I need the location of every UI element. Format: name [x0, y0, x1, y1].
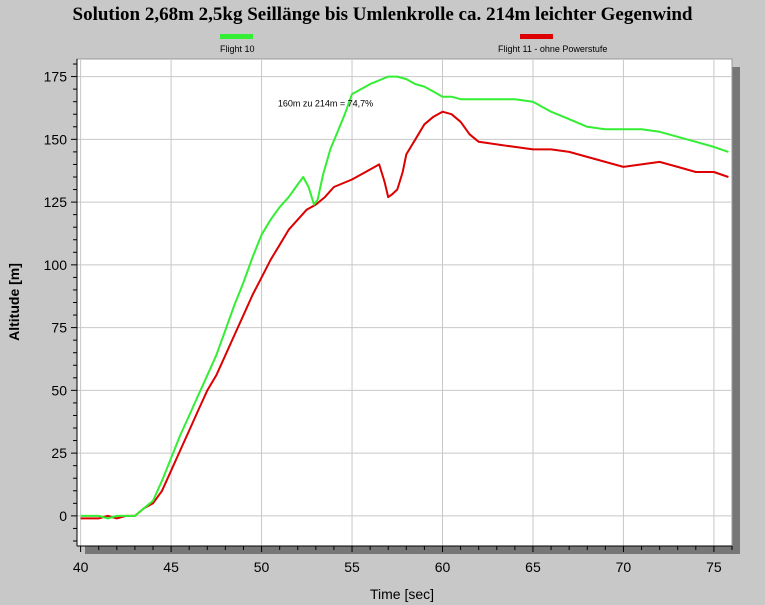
x-tick-label-50: 50 — [254, 559, 270, 575]
x-tick-label-65: 65 — [525, 559, 541, 575]
chart-title: Solution 2,68m 2,5kg Seillänge bis Umlen… — [72, 4, 693, 25]
y-axis-title: Altitude [m] — [6, 263, 22, 341]
y-tick-label-150: 150 — [44, 131, 68, 147]
legend-swatch-flight-10 — [220, 34, 253, 39]
plot-area — [76, 58, 733, 547]
y-tick-label-25: 25 — [51, 445, 67, 461]
y-tick-label-100: 100 — [44, 257, 68, 273]
x-tick-label-40: 40 — [73, 559, 89, 575]
x-axis-title: Time [sec] — [370, 586, 434, 602]
legend-label-flight-11: Flight 11 - ohne Powerstufe — [498, 44, 608, 54]
axes: 40 45 50 55 60 65 70 75 0 25 50 75 100 125 150 175 — [44, 59, 733, 575]
y-tick-label-0: 0 — [59, 508, 67, 524]
legend-label-flight-10: Flight 10 — [220, 44, 255, 54]
y-tick-label-125: 125 — [44, 194, 68, 210]
x-tick-label-55: 55 — [344, 559, 360, 575]
grid-lines — [77, 59, 732, 546]
y-tick-label-75: 75 — [51, 320, 67, 336]
x-tick-label-75: 75 — [706, 559, 722, 575]
chart-annotation: 160m zu 214m = 74,7% — [278, 99, 373, 109]
legend-swatch-flight-11 — [520, 34, 553, 39]
x-tick-label-70: 70 — [616, 559, 632, 575]
y-tick-label-175: 175 — [44, 69, 68, 85]
y-tick-label-50: 50 — [51, 382, 67, 398]
series-layer — [80, 75, 729, 520]
x-tick-label-60: 60 — [435, 559, 451, 575]
x-tick-label-45: 45 — [163, 559, 179, 575]
series-line-1 — [80, 110, 729, 520]
series-line-0 — [80, 75, 729, 520]
